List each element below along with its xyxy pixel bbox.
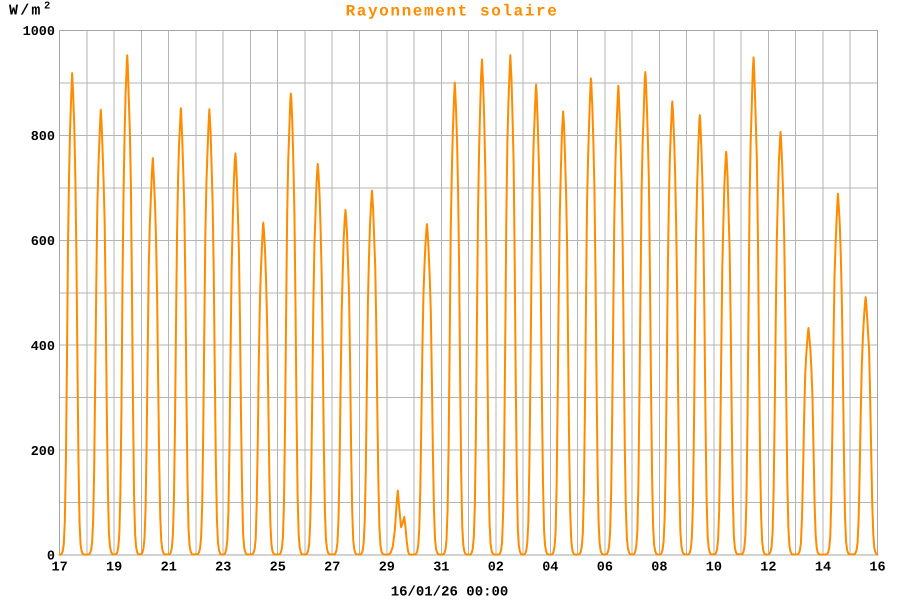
svg-text:16/01/26 00:00: 16/01/26 00:00	[391, 585, 509, 600]
svg-text:21: 21	[161, 561, 177, 576]
svg-text:29: 29	[379, 561, 395, 576]
svg-text:W/m: W/m	[9, 3, 43, 20]
svg-text:0: 0	[47, 550, 55, 565]
svg-text:10: 10	[706, 561, 722, 576]
svg-text:19: 19	[106, 561, 122, 576]
svg-text:17: 17	[51, 561, 67, 576]
svg-text:08: 08	[651, 561, 667, 576]
svg-text:31: 31	[433, 561, 449, 576]
svg-text:14: 14	[815, 561, 831, 576]
svg-text:02: 02	[488, 561, 504, 576]
svg-text:25: 25	[270, 561, 286, 576]
svg-text:27: 27	[324, 561, 340, 576]
svg-text:400: 400	[31, 340, 55, 355]
svg-text:800: 800	[31, 130, 55, 145]
svg-text:12: 12	[760, 561, 776, 576]
svg-text:23: 23	[215, 561, 231, 576]
svg-text:06: 06	[597, 561, 613, 576]
svg-text:1000: 1000	[23, 25, 55, 40]
svg-text:2: 2	[44, 1, 50, 13]
svg-text:200: 200	[31, 445, 55, 460]
svg-text:16: 16	[869, 561, 885, 576]
svg-text:04: 04	[542, 561, 558, 576]
svg-text:Rayonnement solaire: Rayonnement solaire	[346, 3, 559, 21]
svg-text:600: 600	[31, 235, 55, 250]
